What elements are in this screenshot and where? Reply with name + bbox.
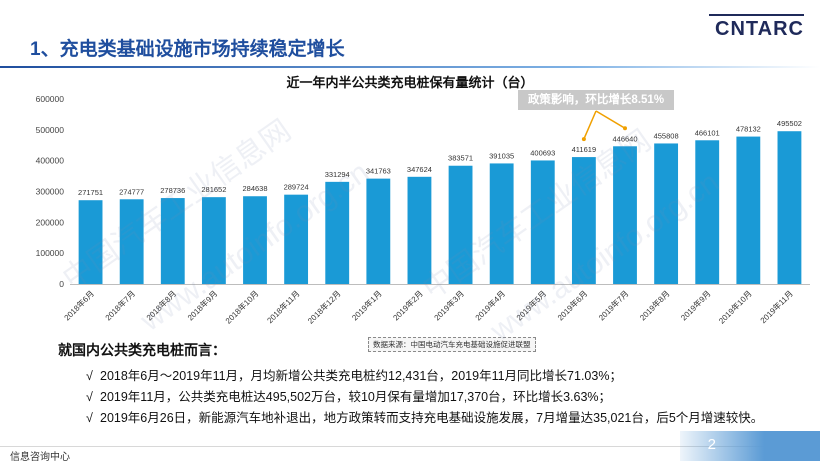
logo: CNTARC bbox=[709, 14, 804, 41]
bar-value-label: 271751 bbox=[78, 188, 103, 197]
page-number-badge bbox=[680, 431, 820, 461]
x-tick-label: 2018年8月 bbox=[144, 288, 178, 322]
y-tick-label: 500000 bbox=[36, 125, 65, 135]
bar bbox=[243, 196, 267, 284]
x-tick-label: 2018年6月 bbox=[62, 288, 96, 322]
policy-annotation: 政策影响，环比增长8.51% bbox=[518, 90, 674, 110]
x-tick-label: 2019年7月 bbox=[596, 288, 630, 322]
page-number: 2 bbox=[707, 436, 716, 453]
bar-value-label: 274777 bbox=[119, 187, 144, 196]
bar bbox=[119, 199, 144, 284]
logo-rule bbox=[709, 14, 804, 16]
bar bbox=[284, 194, 309, 284]
x-tick-label: 2019年5月 bbox=[514, 288, 548, 322]
x-tick-label: 2018年7月 bbox=[103, 288, 137, 322]
summary-heading: 就国内公共类充电桩而言： bbox=[58, 342, 226, 358]
annotation-arrow-jul bbox=[595, 110, 626, 129]
x-tick-label: 2019年11月 bbox=[758, 288, 795, 325]
footer-divider bbox=[0, 446, 820, 447]
y-tick-label: 0 bbox=[59, 279, 64, 289]
annotation-arrow-jun bbox=[583, 110, 597, 140]
bar bbox=[530, 160, 555, 284]
y-tick-label: 300000 bbox=[36, 187, 65, 197]
check-icon: √ bbox=[86, 411, 93, 425]
y-tick-label: 200000 bbox=[36, 217, 65, 227]
x-tick-label: 2019年6月 bbox=[555, 288, 589, 322]
bar bbox=[695, 140, 720, 284]
x-tick-label: 2019年8月 bbox=[637, 288, 671, 322]
bar bbox=[201, 197, 226, 284]
y-tick-label: 600000 bbox=[36, 94, 65, 104]
bar-value-label: 478132 bbox=[736, 125, 761, 134]
data-source-note: 数据来源：中国电动汽车充电基础设施促进联盟 bbox=[368, 337, 536, 352]
x-tick-label: 2019年4月 bbox=[473, 288, 507, 322]
x-tick-label: 2018年12月 bbox=[305, 288, 342, 325]
bar-value-label: 347624 bbox=[407, 165, 432, 174]
bar bbox=[325, 181, 350, 284]
bar bbox=[366, 178, 391, 284]
bar-value-label: 411619 bbox=[572, 145, 596, 154]
summary-item: √ 2019年11月，公共类充电桩达495,502万台，较10月保有量增加17,3… bbox=[86, 387, 763, 408]
annotation-arrow-jul-head bbox=[623, 126, 627, 131]
bar bbox=[654, 143, 679, 284]
x-tick-label: 2018年9月 bbox=[185, 288, 219, 322]
bar-value-label: 400693 bbox=[530, 148, 555, 157]
title-accent-bar bbox=[0, 66, 820, 68]
check-icon: √ bbox=[86, 390, 93, 404]
bar bbox=[160, 198, 185, 284]
chart-title: 近一年内半公共类充电桩保有量统计（台） bbox=[286, 75, 534, 90]
x-tick-label: 2019年9月 bbox=[679, 288, 713, 322]
bar bbox=[489, 163, 514, 284]
bar-value-label: 455808 bbox=[654, 131, 679, 140]
bar bbox=[78, 200, 103, 284]
x-tick-label: 2019年2月 bbox=[391, 288, 425, 322]
bar bbox=[571, 157, 596, 284]
bar-value-label: 284638 bbox=[242, 184, 267, 193]
annotation-arrow-jun-head bbox=[581, 137, 586, 142]
y-tick-label: 100000 bbox=[36, 248, 65, 258]
x-tick-label: 2019年10月 bbox=[716, 288, 753, 325]
x-tick-label: 2018年11月 bbox=[265, 288, 302, 325]
bar-value-label: 341763 bbox=[366, 167, 391, 176]
x-tick-label: 2018年10月 bbox=[223, 288, 260, 325]
slide-title: 1、充电类基础设施市场持续稳定增长 bbox=[30, 39, 345, 60]
y-tick-label: 400000 bbox=[36, 156, 65, 166]
footer-label: 信息咨询中心 bbox=[10, 452, 70, 463]
logo-text: CNTARC bbox=[715, 18, 804, 40]
summary-item: √ 2018年6月～2019年11月，月均新增公共类充电桩约12,431台，201… bbox=[86, 366, 763, 387]
bar-value-label: 466101 bbox=[695, 128, 720, 137]
x-tick-label: 2019年1月 bbox=[350, 288, 384, 322]
bar-value-label: 281652 bbox=[201, 185, 226, 194]
bar-value-label: 383571 bbox=[448, 154, 473, 163]
bar-value-label: 289724 bbox=[284, 183, 309, 192]
summary-item: √ 2019年6月26日，新能源汽车地补退出，地方政策转而支持充电基础设施发展，7… bbox=[86, 408, 763, 429]
summary-list: √ 2018年6月～2019年11月，月均新增公共类充电桩约12,431台，201… bbox=[86, 366, 763, 429]
bar-value-label: 331294 bbox=[325, 170, 350, 179]
summary-item-text: 2019年6月26日，新能源汽车地补退出，地方政策转而支持充电基础设施发展，7月… bbox=[100, 411, 764, 425]
summary-item-text: 2018年6月～2019年11月，月均新增公共类充电桩约12,431台，2019… bbox=[100, 369, 622, 383]
bar bbox=[777, 131, 802, 284]
x-tick-label: 2019年3月 bbox=[432, 288, 466, 322]
bar-value-label: 446640 bbox=[612, 134, 637, 143]
bar bbox=[407, 176, 432, 284]
bar-value-label: 495502 bbox=[777, 119, 802, 128]
summary-item-text: 2019年11月，公共类充电桩达495,502万台，较10月保有量增加17,37… bbox=[100, 390, 612, 404]
bar bbox=[736, 136, 761, 284]
check-icon: √ bbox=[86, 369, 93, 383]
bar bbox=[613, 146, 637, 284]
bar-value-label: 278736 bbox=[160, 186, 185, 195]
bar bbox=[448, 165, 473, 284]
bar-value-label: 391035 bbox=[489, 151, 514, 160]
